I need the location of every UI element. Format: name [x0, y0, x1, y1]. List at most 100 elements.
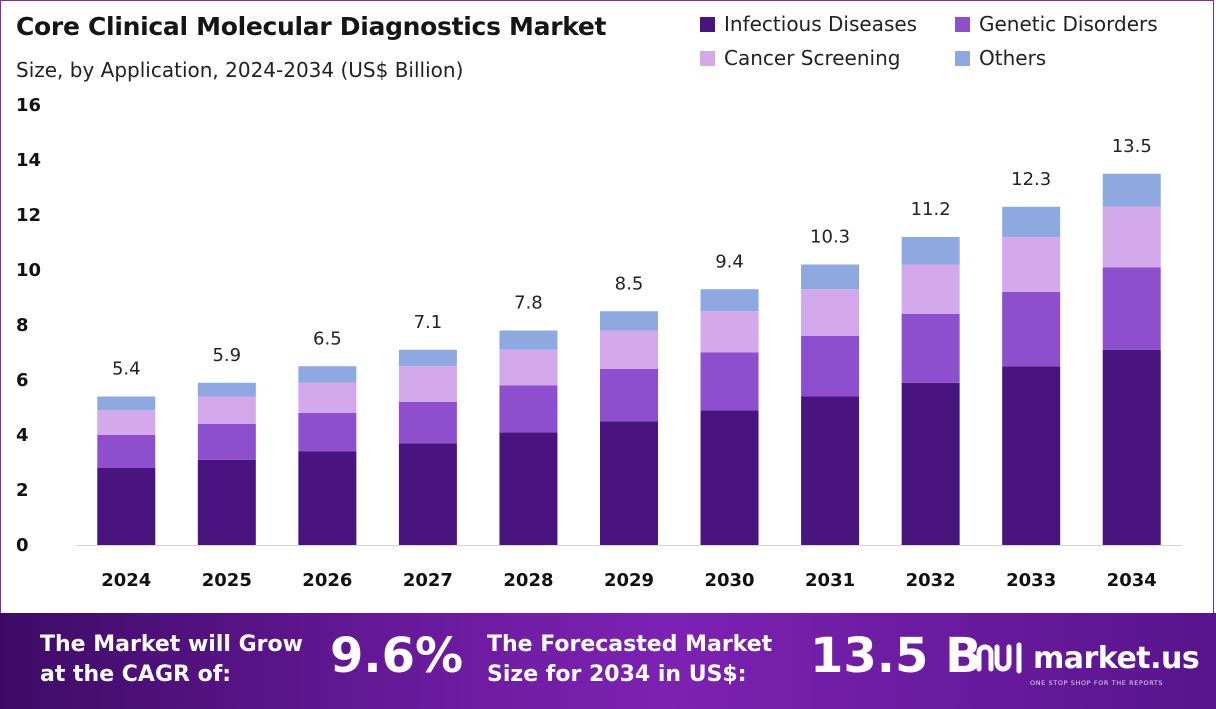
footer-banner: The Market will Grow at the CAGR of: 9.6…	[0, 613, 1216, 709]
bar-segment	[197, 424, 256, 460]
bar-segment	[398, 349, 457, 367]
x-tick-label: 2031	[805, 570, 855, 591]
x-tick-label: 2024	[101, 570, 151, 591]
legend-item-others: Others	[955, 46, 1210, 70]
bar-segment	[97, 435, 156, 468]
bar-total-label: 11.2	[911, 199, 951, 220]
y-tick-label: 2	[16, 480, 29, 501]
legend-swatch	[955, 50, 970, 66]
bar-segment	[700, 289, 759, 312]
bar-segment	[801, 396, 860, 545]
bar-total-label: 8.5	[615, 273, 644, 294]
legend-label: Cancer Screening	[724, 46, 901, 70]
bar-segment	[197, 459, 256, 545]
forecast-label-line2: Size for 2034 in US$:	[487, 662, 747, 687]
legend-label: Infectious Diseases	[724, 12, 918, 36]
bar-segment	[600, 311, 658, 331]
bar-segment	[801, 336, 860, 397]
x-tick-label: 2033	[1006, 570, 1056, 591]
bar-segment	[700, 352, 759, 411]
bar-segment	[499, 385, 558, 433]
bar-segment	[600, 421, 658, 545]
bar-segment	[600, 369, 658, 422]
bar-segment	[499, 349, 558, 386]
bar-segment	[97, 396, 156, 411]
cagr-label: The Market will Grow at the CAGR of:	[40, 630, 303, 690]
legend-item-cancer-screening: Cancer Screening	[700, 46, 955, 70]
bar-segment	[1002, 292, 1061, 367]
bar-total-label: 5.9	[212, 345, 241, 366]
x-tick-label: 2029	[604, 570, 654, 591]
x-tick-label: 2025	[202, 570, 252, 591]
bar-segment	[700, 311, 759, 353]
y-tick-label: 12	[16, 205, 41, 226]
bar-segment	[901, 264, 960, 314]
legend-item-genetic-disorders: Genetic Disorders	[955, 12, 1210, 36]
bar-segment	[398, 366, 457, 402]
bar-segment	[901, 314, 960, 383]
bar-segment	[901, 382, 960, 545]
brand-tagline: ONE STOP SHOP FOR THE REPORTS	[1030, 679, 1164, 687]
x-tick-label: 2034	[1107, 570, 1157, 591]
bar-segment	[600, 330, 658, 369]
bar-segment	[197, 382, 256, 397]
x-tick-label: 2032	[906, 570, 956, 591]
y-tick-label: 0	[16, 535, 29, 556]
y-tick-label: 8	[16, 315, 29, 336]
bar-total-label: 10.3	[810, 227, 850, 248]
bar-total-label: 13.5	[1112, 136, 1152, 157]
bar-segment	[1002, 366, 1061, 545]
x-tick-label: 2027	[403, 570, 453, 591]
bar-segment	[197, 396, 256, 424]
forecast-label-line1: The Forecasted Market	[487, 632, 773, 657]
brand-name: market.us	[1033, 640, 1200, 676]
bar-segment	[398, 443, 457, 545]
market-us-logo-icon	[976, 642, 1022, 674]
forecast-value: 13.5 B	[810, 628, 982, 684]
chart-subtitle: Size, by Application, 2024-2034 (US$ Bil…	[16, 58, 464, 82]
bar-total-label: 7.8	[514, 293, 543, 314]
bar-total-label: 12.3	[1011, 169, 1051, 190]
bar-segment	[1002, 206, 1061, 237]
cagr-label-line2: at the CAGR of:	[40, 662, 232, 687]
chart-title: Core Clinical Molecular Diagnostics Mark…	[16, 12, 607, 41]
cagr-label-line1: The Market will Grow	[40, 632, 303, 657]
bar-total-label: 7.1	[414, 312, 443, 333]
legend-label: Others	[979, 46, 1047, 70]
bar-segment	[97, 468, 156, 545]
y-tick-label: 16	[16, 95, 41, 116]
bar-total-label: 9.4	[715, 251, 744, 272]
stacked-bar-chart: 0 2 4 6 8 10 12 14 16 5.4 2024 5.9 2025 6.5 2026 7.1 202…	[16, 95, 1182, 591]
bar-segment	[801, 264, 860, 290]
y-tick-label: 14	[16, 150, 41, 171]
y-tick-label: 10	[16, 260, 41, 281]
bar-segment	[1102, 173, 1161, 207]
y-tick-label: 6	[16, 370, 29, 391]
legend-swatch	[700, 16, 715, 32]
legend-item-infectious-diseases: Infectious Diseases	[700, 12, 955, 36]
brand[interactable]: market.us	[975, 639, 1200, 677]
bar-segment	[499, 330, 558, 350]
bar-segment	[1002, 237, 1061, 292]
x-tick-label: 2028	[503, 570, 553, 591]
bar-segment	[801, 289, 860, 336]
legend-swatch	[955, 16, 970, 32]
legend-label: Genetic Disorders	[979, 12, 1158, 36]
bar-segment	[1102, 349, 1161, 545]
bar-segment	[1102, 267, 1161, 350]
bar-segment	[298, 451, 357, 545]
bar-segment	[1102, 206, 1161, 268]
cagr-value: 9.6%	[330, 628, 464, 684]
bar-total-label: 6.5	[313, 328, 342, 349]
bar-segment	[298, 413, 357, 452]
x-tick-label: 2030	[704, 570, 754, 591]
x-tick-label: 2026	[302, 570, 352, 591]
legend-swatch	[700, 50, 715, 66]
bar-segment	[298, 366, 357, 383]
bar-segment	[398, 402, 457, 444]
bar-total-label: 5.4	[112, 359, 141, 380]
bar-segment	[298, 382, 357, 413]
forecast-label: The Forecasted Market Size for 2034 in U…	[487, 630, 772, 690]
bar-segment	[700, 410, 759, 545]
y-tick-label: 4	[16, 425, 29, 446]
